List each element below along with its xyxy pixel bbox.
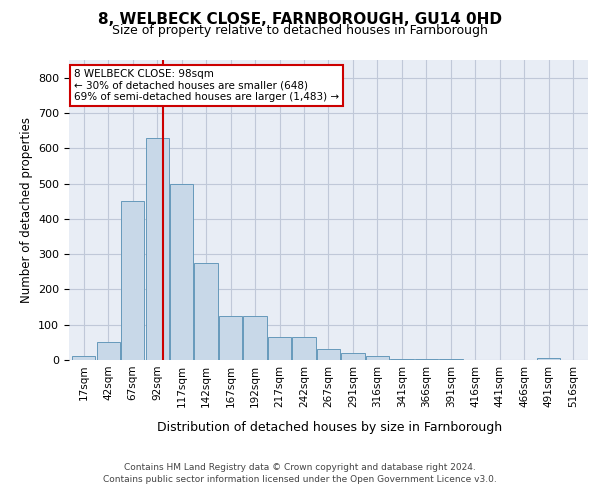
- Bar: [366, 356, 389, 360]
- Y-axis label: Number of detached properties: Number of detached properties: [20, 117, 32, 303]
- Bar: [97, 342, 120, 360]
- Bar: [244, 316, 266, 360]
- Bar: [391, 359, 413, 360]
- Bar: [194, 263, 218, 360]
- Text: 8, WELBECK CLOSE, FARNBOROUGH, GU14 0HD: 8, WELBECK CLOSE, FARNBOROUGH, GU14 0HD: [98, 12, 502, 28]
- Text: Size of property relative to detached houses in Farnborough: Size of property relative to detached ho…: [112, 24, 488, 37]
- Text: Contains public sector information licensed under the Open Government Licence v3: Contains public sector information licen…: [103, 476, 497, 484]
- Bar: [317, 350, 340, 360]
- Bar: [341, 353, 365, 360]
- Bar: [415, 359, 438, 360]
- Text: Contains HM Land Registry data © Crown copyright and database right 2024.: Contains HM Land Registry data © Crown c…: [124, 463, 476, 472]
- Bar: [537, 358, 560, 360]
- Bar: [268, 337, 291, 360]
- Bar: [219, 316, 242, 360]
- Bar: [170, 184, 193, 360]
- Text: 8 WELBECK CLOSE: 98sqm
← 30% of detached houses are smaller (648)
69% of semi-de: 8 WELBECK CLOSE: 98sqm ← 30% of detached…: [74, 69, 340, 102]
- Bar: [146, 138, 169, 360]
- Text: Distribution of detached houses by size in Farnborough: Distribution of detached houses by size …: [157, 421, 503, 434]
- Bar: [439, 359, 463, 360]
- Bar: [121, 201, 144, 360]
- Bar: [292, 337, 316, 360]
- Bar: [72, 356, 95, 360]
